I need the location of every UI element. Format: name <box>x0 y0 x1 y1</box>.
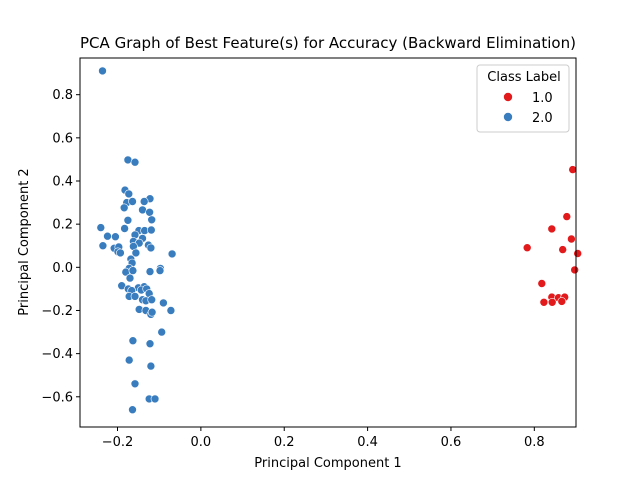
point-class-2-0-10 <box>138 205 147 215</box>
point-class-1-0-5 <box>558 245 568 254</box>
legend-label-1-0: 1.0 <box>532 91 553 106</box>
x-tick-label: 0.8 <box>524 435 545 450</box>
x-axis-label: Principal Component 1 <box>254 456 401 471</box>
y-tick-label: 0.8 <box>52 88 73 103</box>
y-axis-label: Principal Component 2 <box>17 168 32 315</box>
point-class-2-0-15 <box>96 223 106 232</box>
point-class-1-0-3 <box>567 234 576 244</box>
x-tick-label: 0.4 <box>357 435 378 450</box>
legend-label-2-0: 2.0 <box>532 111 553 126</box>
chart-title: PCA Graph of Best Feature(s) for Accurac… <box>80 34 576 52</box>
point-class-2-0-70 <box>150 394 160 404</box>
point-class-2-0-67 <box>146 361 156 371</box>
point-class-2-0-64 <box>145 339 155 349</box>
point-class-2-0-66 <box>124 355 134 365</box>
points-layer <box>96 66 583 415</box>
point-class-2-0-61 <box>147 307 157 317</box>
point-class-2-0-42 <box>155 266 165 275</box>
point-class-1-0-0 <box>568 165 578 174</box>
point-class-1-0-7 <box>570 265 580 275</box>
y-tick-label: 0.4 <box>52 175 73 190</box>
point-class-2-0-56 <box>147 295 156 305</box>
point-class-2-0-26 <box>98 241 108 250</box>
point-class-1-0-2 <box>547 224 557 234</box>
point-class-2-0-62 <box>166 306 176 315</box>
point-class-2-0-68 <box>130 379 140 389</box>
point-class-2-0-65 <box>128 336 138 346</box>
point-class-2-0-41 <box>145 267 155 276</box>
x-tick-label: −0.2 <box>102 435 134 450</box>
point-class-2-0-63 <box>157 327 166 337</box>
y-axis: −0.6 −0.4 −0.2 0.0 0.2 0.4 0.6 0.8 <box>41 88 80 405</box>
point-class-2-0-18 <box>147 225 156 235</box>
point-class-2-0-39 <box>128 266 138 275</box>
point-class-2-0-14 <box>120 224 129 233</box>
y-tick-label: 0.6 <box>52 131 73 146</box>
y-tick-label: −0.6 <box>41 390 73 405</box>
point-class-2-0-34 <box>167 249 177 259</box>
legend: Class Label 1.02.0 <box>476 64 570 133</box>
point-class-2-0-1 <box>123 155 133 165</box>
point-class-2-0-2 <box>130 157 140 167</box>
legend-title: Class Label <box>487 70 560 85</box>
point-class-1-0-8 <box>537 279 547 288</box>
point-class-1-0-1 <box>562 212 572 221</box>
point-class-2-0-52 <box>130 292 140 301</box>
x-axis: −0.2 0.0 0.2 0.4 0.6 0.8 <box>102 427 545 450</box>
legend-marker-2-0 <box>503 112 513 122</box>
point-class-1-0-6 <box>573 249 583 258</box>
plot-area-frame <box>79 57 577 428</box>
point-class-2-0-0 <box>98 66 107 76</box>
x-tick-label: 0.2 <box>274 435 295 450</box>
point-class-2-0-8 <box>128 197 137 206</box>
y-tick-label: −0.4 <box>41 347 73 362</box>
legend-marker-1-0 <box>503 92 513 102</box>
y-tick-label: 0.2 <box>52 218 73 233</box>
y-tick-label: 0.0 <box>52 261 73 276</box>
point-class-2-0-11 <box>145 208 154 217</box>
point-class-2-0-30 <box>146 243 156 253</box>
x-tick-label: 0.0 <box>191 435 212 450</box>
x-tick-label: 0.6 <box>441 435 462 450</box>
point-class-2-0-21 <box>111 232 120 241</box>
point-class-2-0-20 <box>103 231 112 241</box>
legend-box <box>476 64 570 133</box>
point-class-1-0-12 <box>539 297 549 307</box>
point-class-1-0-14 <box>557 297 567 306</box>
legend-items: 1.02.0 <box>503 91 553 126</box>
point-class-2-0-32 <box>116 248 125 258</box>
point-class-1-0-4 <box>522 243 532 252</box>
point-class-2-0-57 <box>159 298 168 308</box>
point-class-2-0-4 <box>124 189 134 199</box>
point-class-2-0-13 <box>147 215 156 225</box>
point-class-2-0-6 <box>139 197 149 206</box>
point-class-2-0-33 <box>131 248 141 258</box>
y-tick-label: −0.2 <box>41 304 73 319</box>
point-class-1-0-13 <box>547 297 557 307</box>
point-class-2-0-12 <box>123 216 133 225</box>
point-class-2-0-71 <box>128 405 137 415</box>
point-class-2-0-43 <box>125 273 135 283</box>
point-class-2-0-9 <box>119 203 129 213</box>
